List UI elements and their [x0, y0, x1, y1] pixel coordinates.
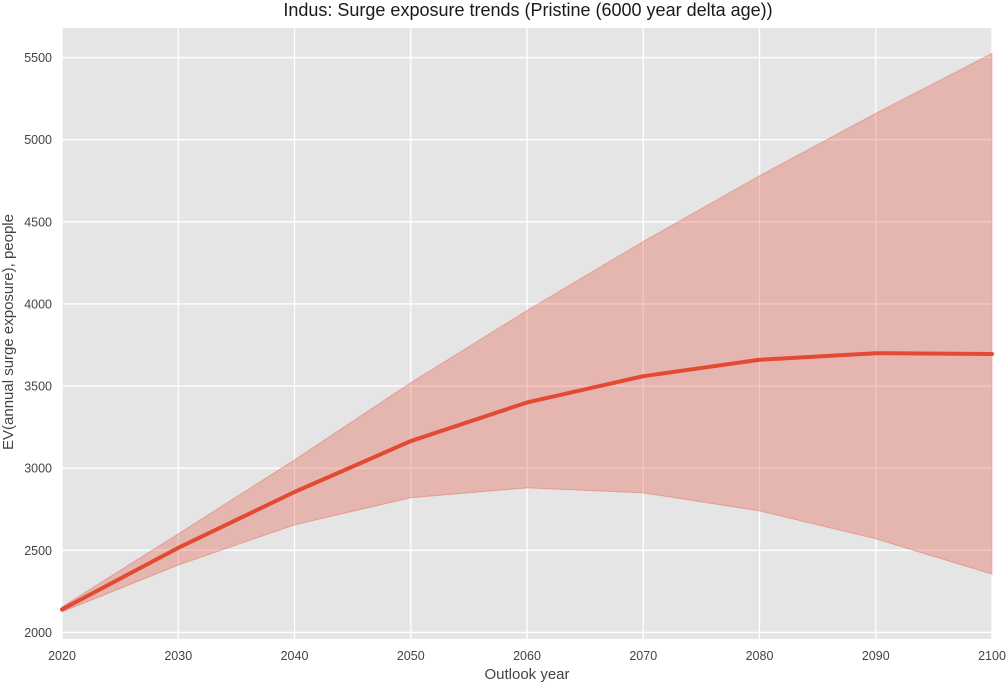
y-tick-label: 3000	[24, 462, 52, 476]
x-gridlines	[61, 28, 993, 639]
x-tick-label: 2040	[281, 649, 309, 663]
y-tick-label: 2500	[24, 544, 52, 558]
x-tick-labels: 2020 2030 2040 2050 2060 2070 2080 2090 2100	[48, 649, 1006, 663]
x-tick-label: 2020	[48, 649, 76, 663]
y-tick-label: 4500	[24, 215, 52, 229]
y-tick-label: 5500	[24, 51, 52, 65]
series-points	[61, 353, 993, 610]
x-tick-label: 2050	[397, 649, 425, 663]
chart-title: Indus: Surge exposure trends (Pristine (…	[283, 0, 772, 20]
x-tick-label: 2060	[513, 649, 541, 663]
y-tick-labels: 2000 2500 3000 3500 4000 4500 5000 5500	[24, 51, 52, 640]
x-axis-label: Outlook year	[484, 666, 569, 683]
uncertainty-band	[61, 52, 993, 613]
x-tick-label: 2030	[164, 649, 192, 663]
y-axis-label: EV(annual surge exposure), people	[0, 214, 17, 450]
y-tick-label: 4000	[24, 297, 52, 311]
x-tick-label: 2090	[862, 649, 890, 663]
x-tick-label: 2100	[978, 649, 1006, 663]
y-tick-label: 2000	[24, 626, 52, 640]
y-tick-label: 3500	[24, 380, 52, 394]
x-tick-label: 2070	[629, 649, 657, 663]
y-tick-label: 5000	[24, 133, 52, 147]
y-gridlines	[62, 56, 992, 634]
x-tick-label: 2080	[746, 649, 774, 663]
